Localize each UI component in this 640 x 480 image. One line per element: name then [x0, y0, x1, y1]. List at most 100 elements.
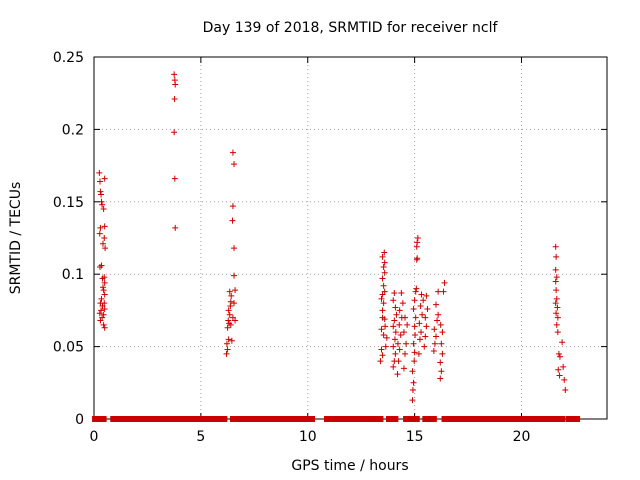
chart-title: Day 139 of 2018, SRMTID for receiver ncl… [203, 20, 499, 36]
zero-value-band [323, 416, 384, 422]
data-point [99, 201, 106, 208]
x-tick-label: 15 [406, 429, 424, 445]
data-point [433, 301, 439, 308]
data-point [381, 288, 388, 295]
y-tick-label: 0.25 [53, 50, 84, 66]
data-point [439, 350, 446, 357]
data-point [438, 340, 445, 347]
data-point [171, 129, 178, 136]
data-point [400, 365, 407, 372]
data-point [553, 274, 560, 281]
data-point [228, 337, 235, 344]
data-point [380, 300, 387, 307]
y-tick-label: 0.1 [62, 267, 84, 283]
data-point [232, 287, 239, 294]
data-point [392, 350, 399, 357]
data-point [96, 178, 103, 185]
data-point [437, 321, 444, 328]
axis-ticks [93, 56, 607, 420]
data-point [390, 363, 397, 370]
data-point [171, 175, 178, 182]
zero-band [92, 416, 581, 422]
data-point [231, 272, 238, 279]
zero-value-band [441, 416, 566, 422]
data-point [421, 343, 428, 350]
plot-frame [93, 56, 608, 420]
data-point [424, 305, 431, 312]
data-point [231, 161, 238, 168]
data-point [98, 262, 105, 269]
data-point [101, 291, 108, 298]
data-points [96, 71, 569, 404]
y-tick-label: 0.2 [62, 122, 84, 138]
data-point [172, 224, 179, 231]
data-point [379, 307, 386, 314]
data-point [561, 376, 568, 383]
data-point [402, 350, 409, 357]
data-point [229, 149, 236, 156]
data-point [553, 310, 560, 317]
data-point [402, 314, 409, 321]
data-point [562, 387, 569, 394]
data-point [99, 240, 106, 247]
data-point [418, 291, 425, 298]
data-point [379, 275, 386, 282]
data-point [556, 353, 563, 360]
data-point [422, 314, 429, 321]
data-point [381, 259, 388, 266]
data-point [392, 304, 399, 311]
data-point [391, 317, 398, 324]
data-point [99, 284, 106, 291]
x-tick-label: 0 [90, 429, 99, 445]
data-point [433, 333, 439, 340]
data-point [420, 297, 427, 304]
data-point [391, 290, 398, 297]
data-point [225, 336, 232, 343]
data-point [96, 230, 103, 237]
data-point [100, 287, 107, 294]
data-point [555, 350, 562, 357]
data-point [414, 239, 421, 246]
data-point [394, 371, 401, 378]
data-point [226, 288, 233, 295]
data-point [101, 324, 108, 331]
data-point [379, 253, 386, 260]
zero-value-band [565, 416, 581, 422]
data-point [553, 253, 560, 260]
data-point [412, 314, 419, 321]
data-point [379, 352, 386, 359]
data-point [412, 332, 419, 339]
data-point [431, 326, 438, 333]
data-point [412, 288, 419, 295]
data-point [423, 323, 430, 330]
x-tick-label: 20 [513, 429, 531, 445]
data-point [395, 358, 402, 365]
data-point [439, 329, 446, 336]
data-point [391, 336, 398, 343]
data-point [98, 191, 105, 198]
data-point [393, 311, 400, 318]
data-point [229, 217, 236, 224]
data-point [381, 269, 388, 276]
x-tick-labels: 0 5 10 15 20 [90, 429, 531, 445]
data-point [101, 223, 108, 230]
data-point [223, 340, 230, 347]
data-point [223, 350, 230, 357]
data-point [399, 300, 406, 307]
y-tick-label: 0.05 [53, 340, 84, 356]
data-point [409, 368, 416, 375]
data-point [441, 279, 448, 286]
data-point [101, 235, 108, 241]
data-point [378, 295, 385, 302]
x-tick-label: 10 [299, 429, 317, 445]
data-point [225, 317, 232, 324]
data-point [411, 358, 418, 365]
data-point [100, 311, 107, 318]
data-point [410, 305, 417, 312]
data-point [382, 343, 389, 350]
data-point [380, 332, 387, 339]
data-point [404, 321, 411, 328]
data-point [552, 243, 559, 250]
data-point [97, 224, 104, 231]
